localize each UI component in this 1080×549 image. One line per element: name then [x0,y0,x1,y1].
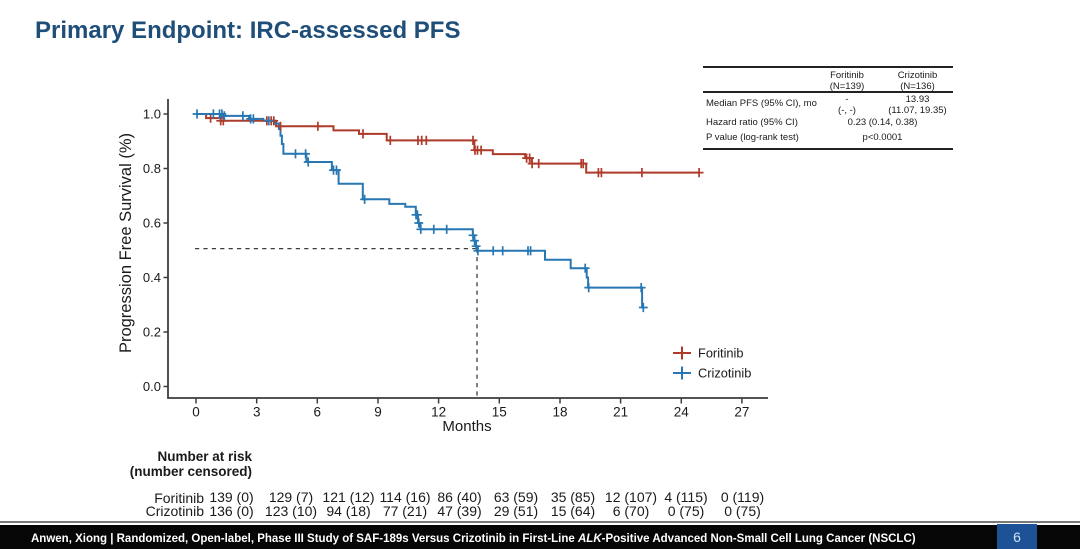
svg-text:1.0: 1.0 [143,107,161,122]
svg-text:12: 12 [431,405,446,420]
svg-text:0.8: 0.8 [143,161,161,176]
svg-text:0.4: 0.4 [143,270,161,285]
svg-text:0.0: 0.0 [143,379,161,394]
svg-text:Crizotinib: Crizotinib [698,366,751,381]
svg-text:0: 0 [192,405,200,420]
svg-text:9: 9 [374,405,382,420]
svg-text:6: 6 [314,405,322,420]
svg-text:0.2: 0.2 [143,325,161,340]
svg-text:0.6: 0.6 [143,216,161,231]
svg-text:27: 27 [734,405,749,420]
svg-text:Months: Months [442,418,491,435]
svg-text:15: 15 [492,405,507,420]
svg-text:24: 24 [674,405,690,420]
svg-text:3: 3 [253,405,261,420]
svg-text:Progression Free Survival (%): Progression Free Survival (%) [117,133,135,353]
svg-text:21: 21 [613,405,628,420]
svg-text:18: 18 [552,405,567,420]
svg-text:Foritinib: Foritinib [698,346,744,361]
